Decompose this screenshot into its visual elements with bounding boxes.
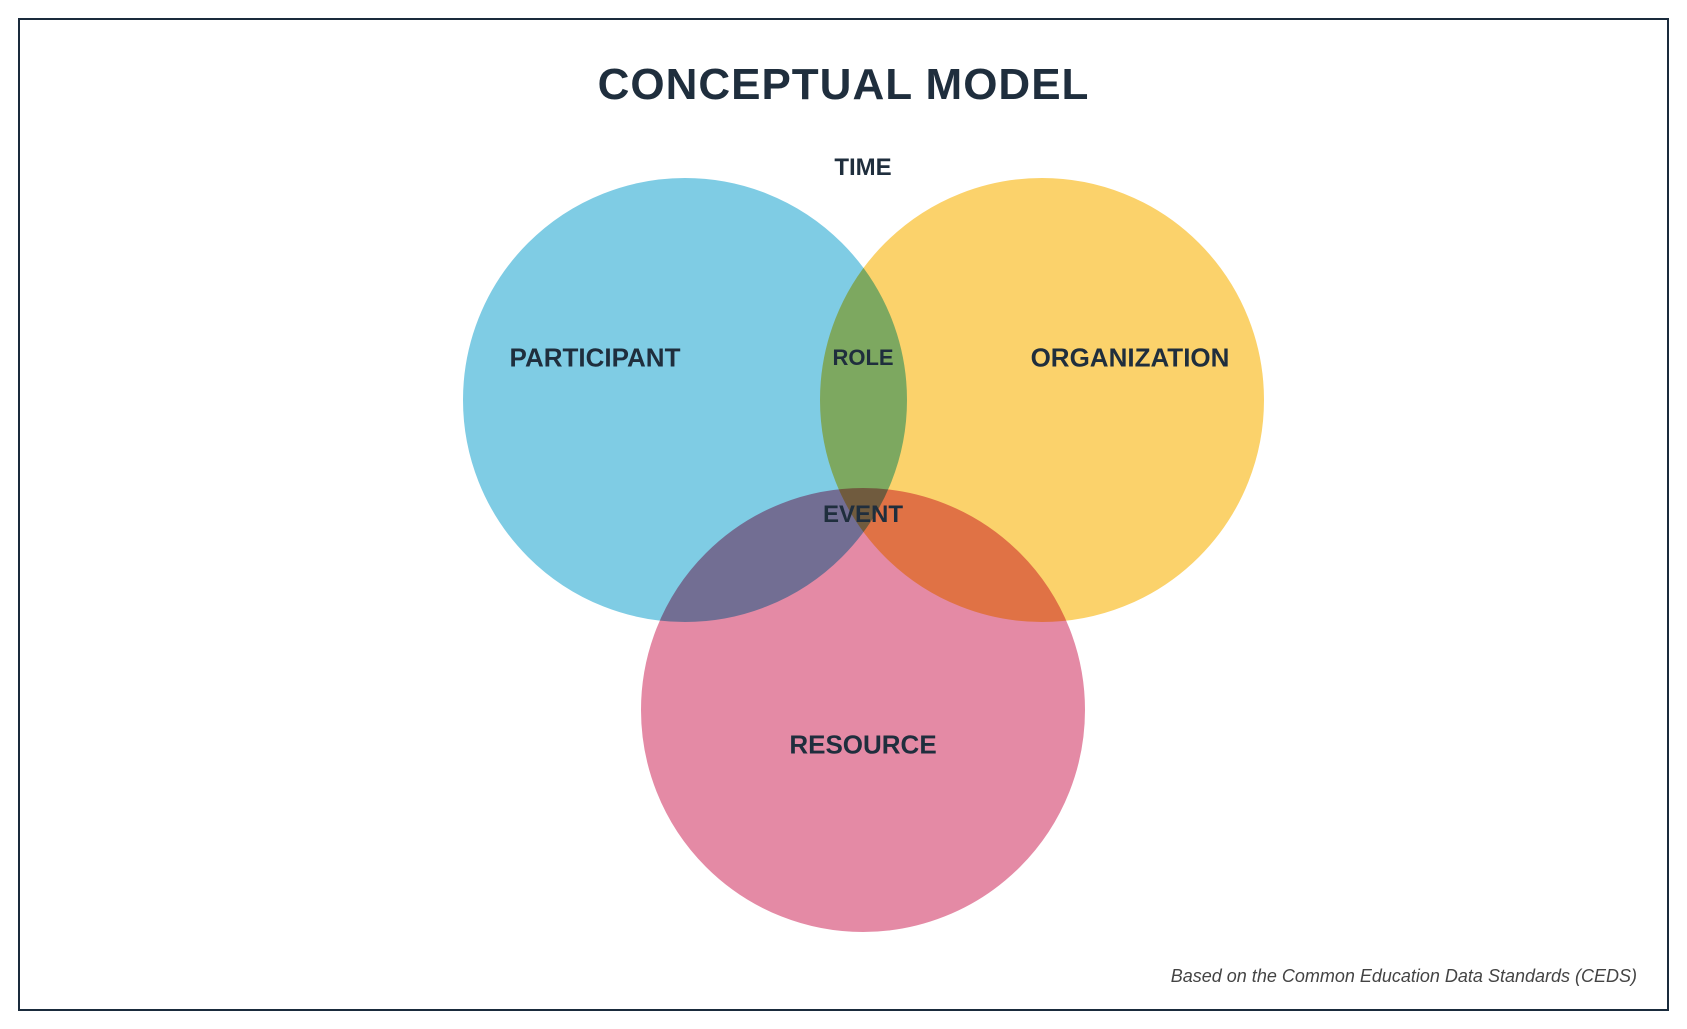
label-participant: PARTICIPANT: [510, 343, 681, 374]
label-organization: ORGANIZATION: [1031, 343, 1230, 374]
venn-diagram: TIME PARTICIPANT ORGANIZATION RESOURCE R…: [20, 20, 1667, 1009]
attribution-text: Based on the Common Education Data Stand…: [1171, 966, 1637, 987]
diagram-frame: CONCEPTUAL MODEL TIME PARTICIPANT ORGANI…: [18, 18, 1669, 1011]
circle-resource: [638, 485, 1088, 935]
label-event: EVENT: [823, 501, 903, 529]
label-role: ROLE: [832, 345, 893, 371]
time-label: TIME: [834, 154, 891, 182]
label-resource: RESOURCE: [789, 730, 936, 761]
